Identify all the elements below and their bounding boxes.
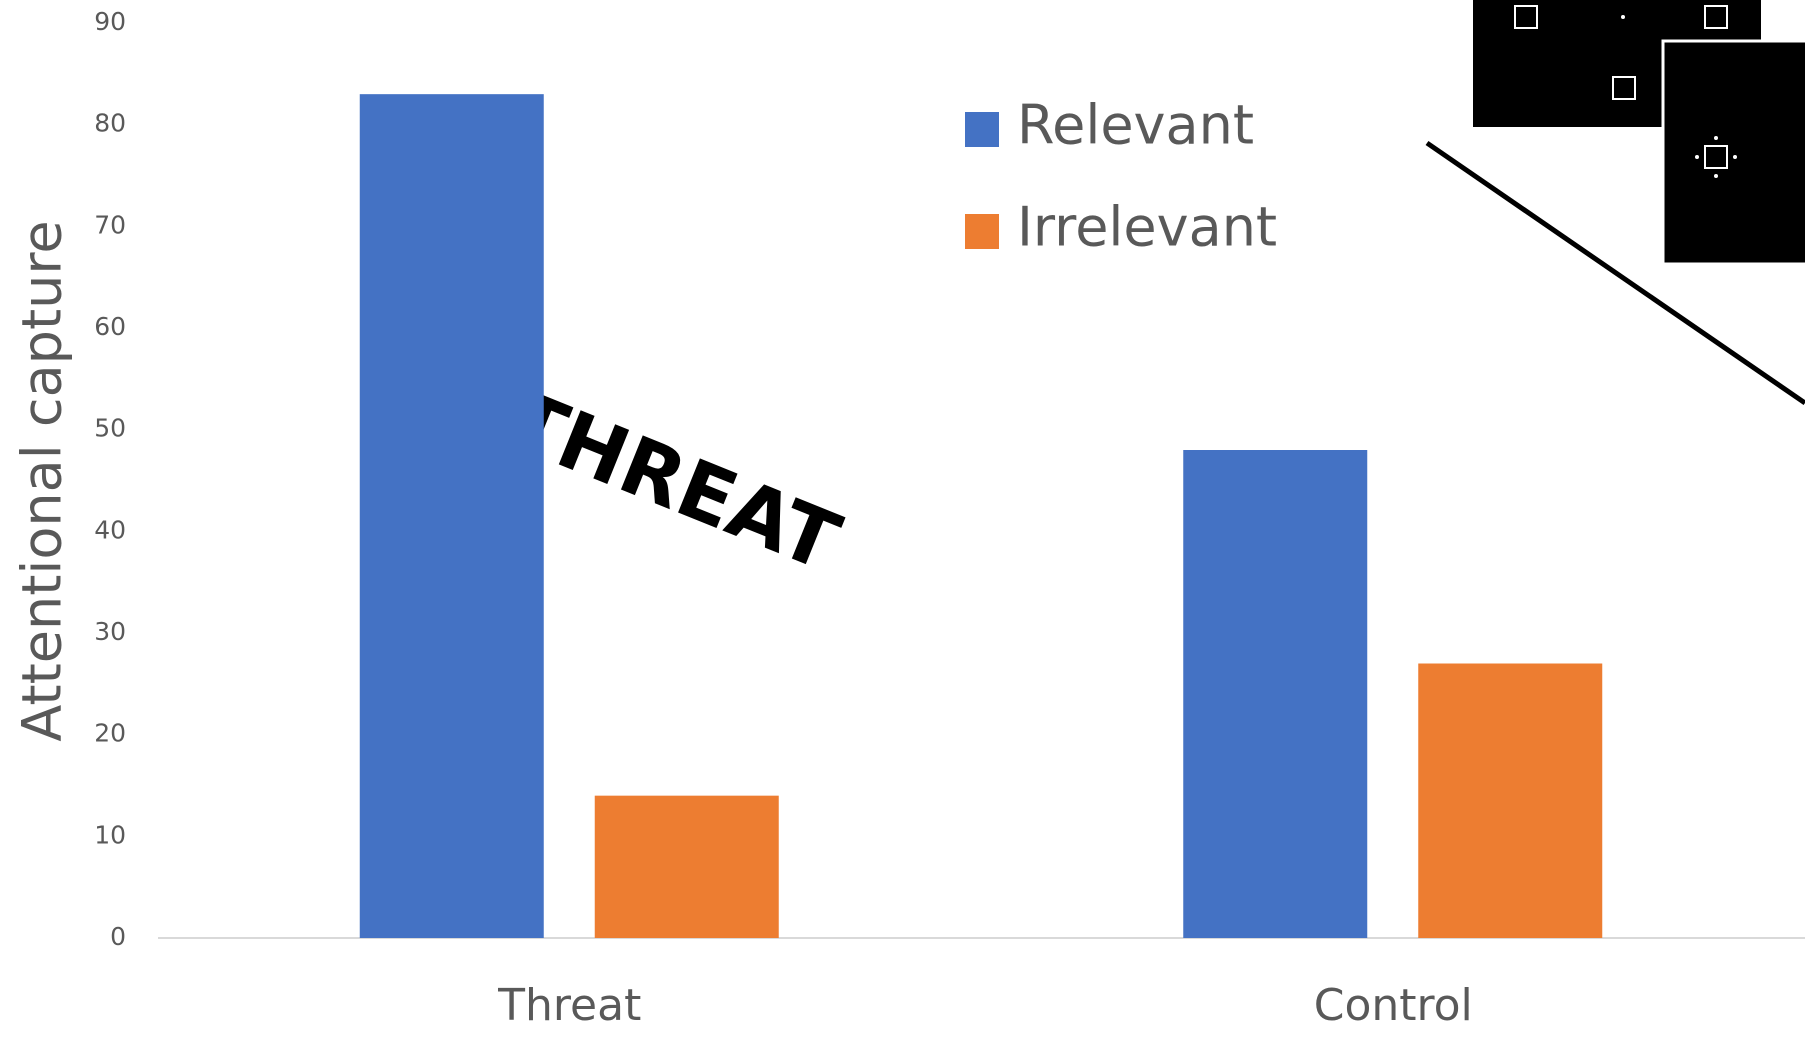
y-tick-label: 60 <box>94 312 126 341</box>
inset-square <box>1704 145 1728 169</box>
legend-swatch <box>965 112 999 147</box>
legend-label: Relevant <box>1017 94 1254 157</box>
inset-dot <box>1733 155 1737 159</box>
y-tick-label: 40 <box>94 515 126 544</box>
y-tick-label: 0 <box>110 922 126 951</box>
x-tick-label: Control <box>1314 980 1473 1031</box>
pointer-line <box>1425 140 1805 406</box>
annotation: THREAT <box>494 373 852 590</box>
inset-screen <box>1661 39 1805 266</box>
inset-square <box>1612 76 1636 100</box>
inset-square <box>1514 5 1538 29</box>
y-tick-label: 50 <box>94 414 126 443</box>
y-tick-label: 70 <box>94 210 126 239</box>
inset-dot <box>1695 155 1699 159</box>
bar <box>1183 450 1368 938</box>
x-tick-label: Threat <box>497 980 641 1031</box>
bar <box>1418 663 1603 938</box>
y-tick-label: 20 <box>94 719 126 748</box>
bar <box>594 795 779 938</box>
legend-label: Irrelevant <box>1017 196 1277 259</box>
y-tick-label: 90 <box>94 7 126 36</box>
y-axis-label: Attentional capture <box>11 220 74 741</box>
bar <box>359 94 544 938</box>
legend-swatch <box>965 214 999 249</box>
y-tick-label: 10 <box>94 820 126 849</box>
y-tick-label: 80 <box>94 109 126 138</box>
inset-dot <box>1714 136 1718 140</box>
inset-dot <box>1714 174 1718 178</box>
inset-dot <box>1621 15 1625 19</box>
inset-square <box>1704 5 1728 29</box>
y-tick-label: 30 <box>94 617 126 646</box>
